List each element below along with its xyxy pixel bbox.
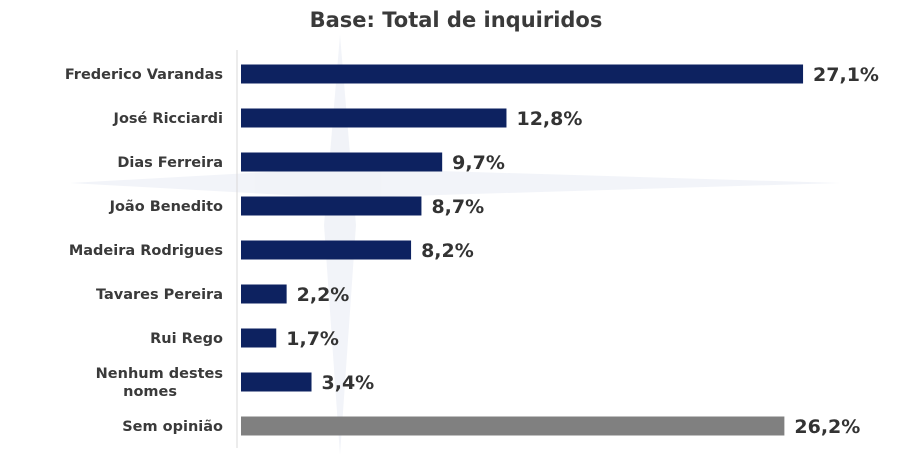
bars	[241, 64, 804, 436]
category-label-rui-rego: Rui Rego	[150, 331, 223, 347]
category-label-frederico-varandas: Frederico Varandas	[65, 67, 223, 83]
category-label-nenhum-destes-nomes: Nenhum destes nomes	[96, 366, 223, 400]
bar-tavares-pereira	[241, 284, 287, 304]
value-label-frederico-varandas: 27,1%	[813, 64, 879, 86]
value-labels: 27,1% 12,8% 9,7% 8,7% 8,2% 2,2% 1,7% 3,4% 26,2%	[286, 64, 879, 438]
chart-title: Base: Total de inquiridos	[309, 8, 603, 32]
bar-rui-rego	[241, 328, 277, 348]
value-label-madeira-rodrigues: 8,2%	[421, 240, 474, 262]
value-label-jose-ricciardi: 12,8%	[516, 108, 582, 130]
category-label-dias-ferreira: Dias Ferreira	[117, 155, 223, 171]
category-label-tavares-pereira: Tavares Pereira	[96, 287, 223, 303]
bar-joao-benedito	[241, 196, 422, 216]
bar-nenhum-destes-nomes	[241, 372, 312, 392]
category-label-joao-benedito: João Benedito	[109, 199, 223, 215]
value-label-nenhum-destes-nomes: 3,4%	[322, 372, 375, 394]
category-label-madeira-rodrigues: Madeira Rodrigues	[69, 243, 223, 259]
value-label-rui-rego: 1,7%	[286, 328, 339, 350]
category-labels: Frederico Varandas José Ricciardi Dias Fer…	[65, 67, 223, 435]
bar-sem-opiniao	[241, 416, 785, 436]
bar-jose-ricciardi	[241, 108, 507, 128]
bar-frederico-varandas	[241, 64, 804, 84]
category-label-sem-opiniao: Sem opinião	[122, 419, 223, 435]
category-label-jose-ricciardi: José Ricciardi	[113, 111, 223, 127]
value-label-joao-benedito: 8,7%	[431, 196, 484, 218]
value-label-dias-ferreira: 9,7%	[452, 152, 505, 174]
bar-madeira-rodrigues	[241, 240, 412, 260]
bar-dias-ferreira	[241, 152, 443, 172]
value-label-sem-opiniao: 26,2%	[794, 416, 860, 438]
value-label-tavares-pereira: 2,2%	[297, 284, 350, 306]
